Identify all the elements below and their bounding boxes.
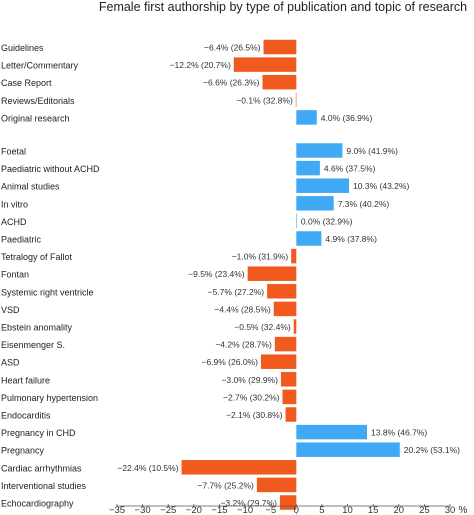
data-label: −3.0% (29.9%) — [221, 375, 278, 385]
bar — [282, 389, 297, 405]
category-label: Reviews/Editorials — [1, 96, 75, 106]
category-label: Cardiac arrhythmias — [1, 463, 82, 473]
data-label: 13.8% (46.7%) — [371, 428, 427, 438]
bar — [262, 74, 297, 90]
category-label: Ebstein anomality — [1, 323, 73, 333]
category-label: Case Report — [1, 78, 52, 88]
x-tick-label: −5 — [265, 505, 276, 515]
category-label: Tetralogy of Fallot — [1, 252, 73, 262]
bar — [260, 354, 297, 369]
x-tick-label: 15 — [368, 505, 379, 515]
bar — [296, 196, 334, 211]
bar — [296, 110, 317, 125]
category-label: ASD — [1, 358, 20, 368]
x-tick-label: −35 — [109, 505, 125, 515]
x-tick-label: 20 — [393, 505, 404, 515]
data-label: −4.4% (28.5%) — [214, 304, 271, 314]
data-label: 20.2% (53.1%) — [404, 445, 460, 455]
data-label: −12.2% (20.7%) — [170, 60, 231, 70]
chart-title: Female first authorship by type of publi… — [99, 0, 467, 14]
bar — [293, 319, 297, 334]
x-tick-label: 5 — [319, 505, 324, 515]
category-label: Original research — [1, 113, 70, 123]
bar — [295, 92, 297, 108]
bar — [285, 407, 297, 422]
data-label: −7.7% (25.2%) — [197, 480, 254, 490]
data-label: −6.9% (26.0%) — [201, 357, 258, 367]
data-label: 10.3% (43.2%) — [353, 181, 409, 191]
data-label: 4.6% (37.5%) — [324, 164, 376, 174]
x-tick-label: −30 — [135, 505, 151, 515]
data-label: −5.7% (27.2%) — [208, 287, 265, 297]
data-label: −0.5% (32.4%) — [234, 322, 291, 332]
category-label: Paediatric — [1, 235, 42, 245]
data-label: −2.7% (30.2%) — [223, 392, 280, 402]
bar — [296, 424, 368, 440]
category-label: Fontan — [1, 270, 29, 280]
data-label: 4.9% (37.8%) — [325, 234, 377, 244]
category-label: Animal studies — [1, 182, 60, 192]
x-tick-label: 10 — [342, 505, 353, 515]
category-label: In vitro — [1, 199, 28, 209]
x-tick-label: 0 — [294, 505, 299, 515]
category-label: Paediatric without ACHD — [1, 164, 100, 174]
data-label: −6.4% (26.5%) — [204, 43, 261, 53]
category-label: Letter/Commentary — [1, 61, 79, 71]
data-label: −3.2% (29.7%) — [220, 498, 277, 508]
data-label: −4.2% (28.7%) — [215, 340, 272, 350]
data-label: 0.0% (32.9%) — [301, 216, 353, 226]
category-labels: Guidelines Letter/Commentary Case Report Re… — [1, 43, 100, 509]
bar — [273, 301, 297, 317]
category-label: Heart failure — [1, 375, 50, 385]
data-label: −2.1% (30.8%) — [226, 410, 283, 420]
x-tick-label: −15 — [211, 505, 227, 515]
data-label: −6.6% (26.3%) — [203, 78, 260, 88]
data-label: 4.0% (36.9%) — [321, 113, 373, 123]
data-labels: −6.4% (26.5%) −12.2% (20.7%) −6.6% (26.3%)… — [117, 43, 460, 509]
bar — [256, 477, 297, 493]
data-label: −1.0% (31.9%) — [232, 252, 289, 262]
bar — [296, 143, 343, 158]
x-tick-label: 30 — [445, 505, 456, 515]
data-label: 7.3% (40.2%) — [338, 199, 390, 209]
bar — [267, 284, 297, 299]
x-tick-label: −20 — [186, 505, 202, 515]
bar — [296, 231, 322, 246]
category-label: Endocarditis — [1, 411, 51, 421]
bar — [274, 336, 297, 352]
bar — [296, 442, 400, 457]
bars — [181, 39, 400, 515]
category-label: Interventional studies — [1, 481, 87, 491]
category-label: Systemic right ventricle — [1, 287, 94, 297]
bar — [296, 512, 297, 515]
category-label: VSD — [1, 305, 20, 315]
category-label: Eisenmenger S. — [1, 340, 65, 350]
category-label: Pulmonary hypertension — [1, 393, 98, 403]
bar — [296, 160, 320, 176]
x-axis: −35 −30 −25 −20 −15 −10 −5 0 5 10 15 20 25 30 — [109, 504, 455, 515]
category-label: Guidelines — [1, 43, 44, 53]
data-label: 9.0% (41.9%) — [346, 146, 398, 156]
x-tick-label: −10 — [237, 505, 253, 515]
bar — [247, 266, 297, 281]
bar — [296, 178, 350, 193]
x-tick-label: −25 — [160, 505, 176, 515]
bar — [291, 248, 297, 264]
x-tick-label: 25 — [419, 505, 430, 515]
data-label: −0.1% (32.8%) — [236, 95, 293, 105]
category-label: Foetal — [1, 147, 26, 157]
category-label: Pregnancy — [1, 446, 45, 456]
bar — [296, 213, 297, 229]
bar — [263, 39, 297, 55]
category-label: Echocardiography — [1, 499, 74, 509]
bar — [233, 57, 297, 72]
data-label: −22.4% (10.5%) — [117, 463, 178, 473]
bar — [181, 460, 297, 475]
category-label: ACHD — [1, 217, 27, 227]
x-unit-label: % — [459, 505, 468, 515]
bar — [280, 372, 297, 387]
category-label: Pregnancy in CHD — [1, 428, 76, 438]
data-label: −9.5% (23.4%) — [188, 269, 245, 279]
